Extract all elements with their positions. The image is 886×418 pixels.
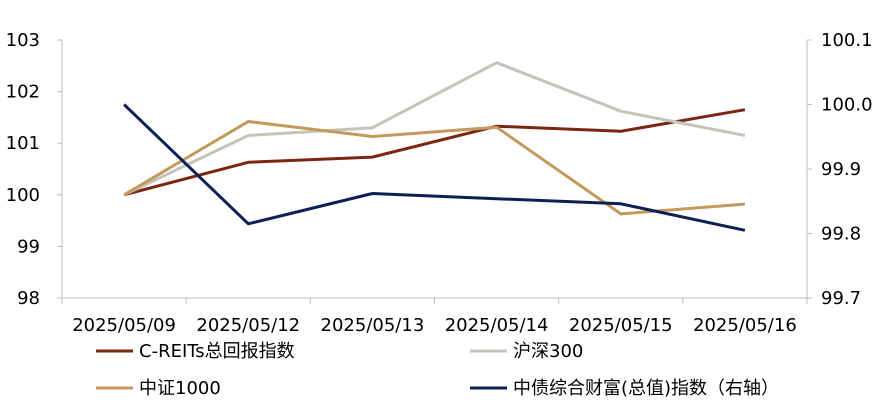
series-line-3 [123,120,746,216]
legend: C-REITs总回报指数 沪深300 中证1000 中债综合财富(总值)指数（右轴） [96,341,779,399]
series-line-4 [123,103,746,232]
y-left-tick-label: 102 [6,82,40,103]
legend-label-1: C-REITs总回报指数 [139,341,295,362]
y-right-tick-label: 99.8 [821,224,861,245]
x-tick-label: 2025/05/13 [321,315,425,336]
y-left-tick-label: 101 [6,133,40,154]
x-tick-label: 2025/05/14 [445,315,549,336]
legend-label-2: 沪深300 [513,341,583,362]
y-right-tick-label: 100.1 [821,30,873,51]
axes-layer: 98 99 100 101 102 103 99.7 99.8 99.9 100.0 100.1 20… [6,30,873,336]
x-tick-label: 2025/05/15 [569,315,673,336]
y-right-tick-label: 99.9 [821,159,861,180]
series-line-2 [123,61,746,197]
legend-label-3: 中证1000 [139,378,221,399]
y-right-tick-label: 100.0 [821,95,873,116]
x-tick-label: 2025/05/09 [72,315,176,336]
y-right-tick-label: 99.7 [821,288,861,309]
series-line-1 [123,108,746,197]
y-left-tick-label: 98 [17,288,40,309]
y-left-tick-label: 100 [6,185,40,206]
series-layer [123,61,746,232]
y-left-tick-label: 103 [6,30,40,51]
y-left-tick-label: 99 [17,236,40,257]
x-tick-label: 2025/05/12 [196,315,300,336]
x-tick-label: 2025/05/16 [693,315,797,336]
legend-label-4: 中债综合财富(总值)指数（右轴） [513,378,779,399]
